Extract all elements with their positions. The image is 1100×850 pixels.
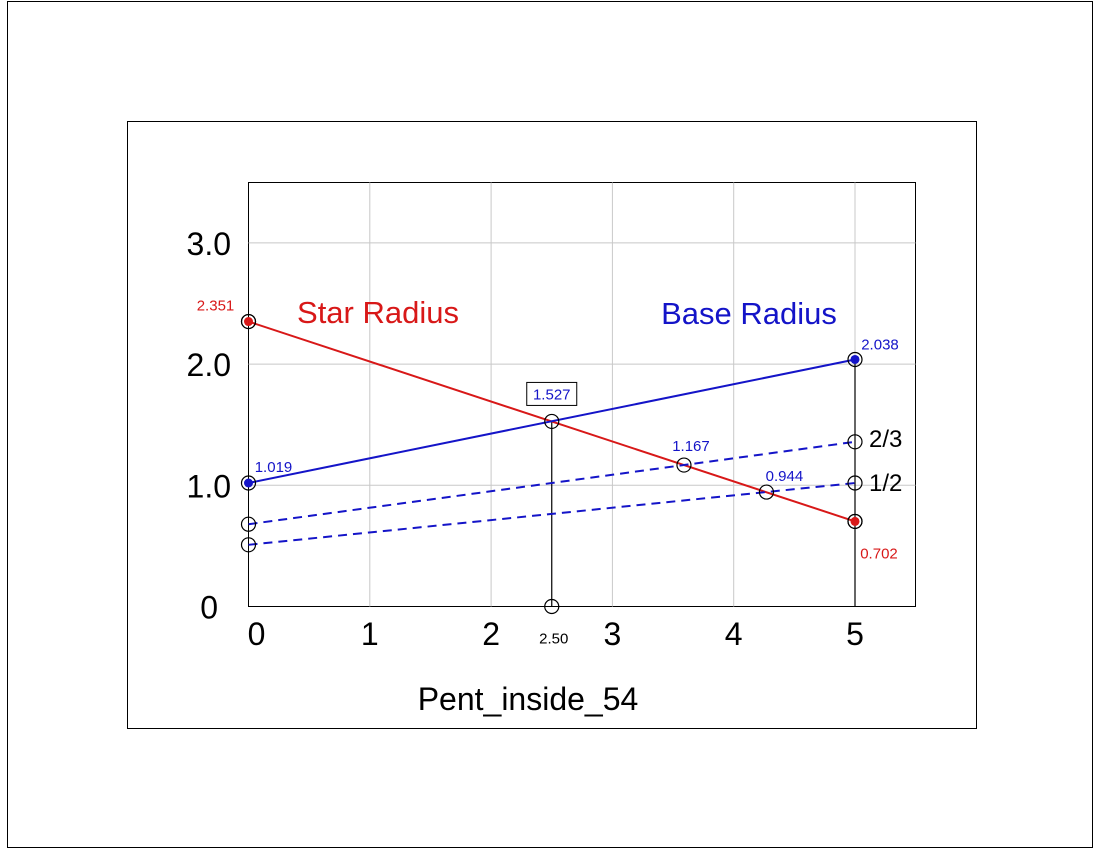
x-tick-label: 5 <box>846 616 864 652</box>
value-label-box <box>526 381 578 406</box>
x-tick-label: 0 <box>248 616 266 652</box>
y-tick-label: 3.0 <box>187 226 231 262</box>
series-lines <box>248 320 856 546</box>
value-label: 1.019 <box>255 459 293 476</box>
value-labels: 2.351 1.019 1.527 1.167 0.944 2.038 0.702 2.50 <box>197 298 899 648</box>
filled-point <box>244 317 253 327</box>
x-tick-label: 2 <box>482 616 500 652</box>
open-point <box>240 516 257 532</box>
page-frame <box>7 1 1093 848</box>
filled-point-ring <box>240 475 257 491</box>
series-label-star-radius: Star Radius <box>297 295 459 330</box>
filled-point <box>244 478 253 488</box>
x-tick-label: 1 <box>361 616 379 652</box>
open-point <box>240 537 257 553</box>
value-label: 0.944 <box>766 468 804 485</box>
open-point <box>847 475 863 491</box>
x-axis-title: Pent_inside_54 <box>418 681 639 717</box>
value-label: 2.038 <box>861 336 899 353</box>
chart-frame <box>127 121 977 729</box>
series-label-base-radius: Base Radius <box>661 296 837 331</box>
filled-point-ring <box>847 351 863 368</box>
y-tick-label: 2.0 <box>187 347 231 383</box>
y-tick-label: 0 <box>200 590 218 626</box>
value-label: 0.702 <box>860 545 898 562</box>
open-point <box>758 484 775 500</box>
open-point <box>676 457 692 473</box>
grid <box>248 182 916 607</box>
filled-point <box>850 516 860 526</box>
series-line-base-radius <box>248 358 856 484</box>
x-tick-label: 3 <box>604 616 622 652</box>
open-point <box>847 434 863 450</box>
value-label: 1.167 <box>672 438 710 455</box>
y-tick-label: 1.0 <box>187 468 231 504</box>
open-point <box>544 413 560 430</box>
filled-point-ring <box>847 513 863 530</box>
series-labels: Star Radius Base Radius 2/3 1/2 <box>297 295 902 497</box>
series-label-1-2: 1/2 <box>869 470 902 497</box>
series-line-2-3 <box>248 440 856 526</box>
plot-area <box>248 182 916 607</box>
filled-point-ring <box>240 313 257 330</box>
filled-point <box>850 354 860 364</box>
value-label: 2.351 <box>197 298 235 315</box>
filled-points <box>240 313 863 530</box>
x-axis-ticks: 0 1 2 3 4 5 <box>248 616 864 652</box>
open-point <box>544 598 560 615</box>
value-label: 2.50 <box>539 631 568 648</box>
x-tick-label: 4 <box>725 616 743 652</box>
series-line-1-2 <box>248 482 856 546</box>
y-axis-ticks: 0 1.0 2.0 3.0 <box>187 226 231 626</box>
series-label-2-3: 2/3 <box>869 426 902 453</box>
value-label: 1.527 <box>533 386 571 403</box>
